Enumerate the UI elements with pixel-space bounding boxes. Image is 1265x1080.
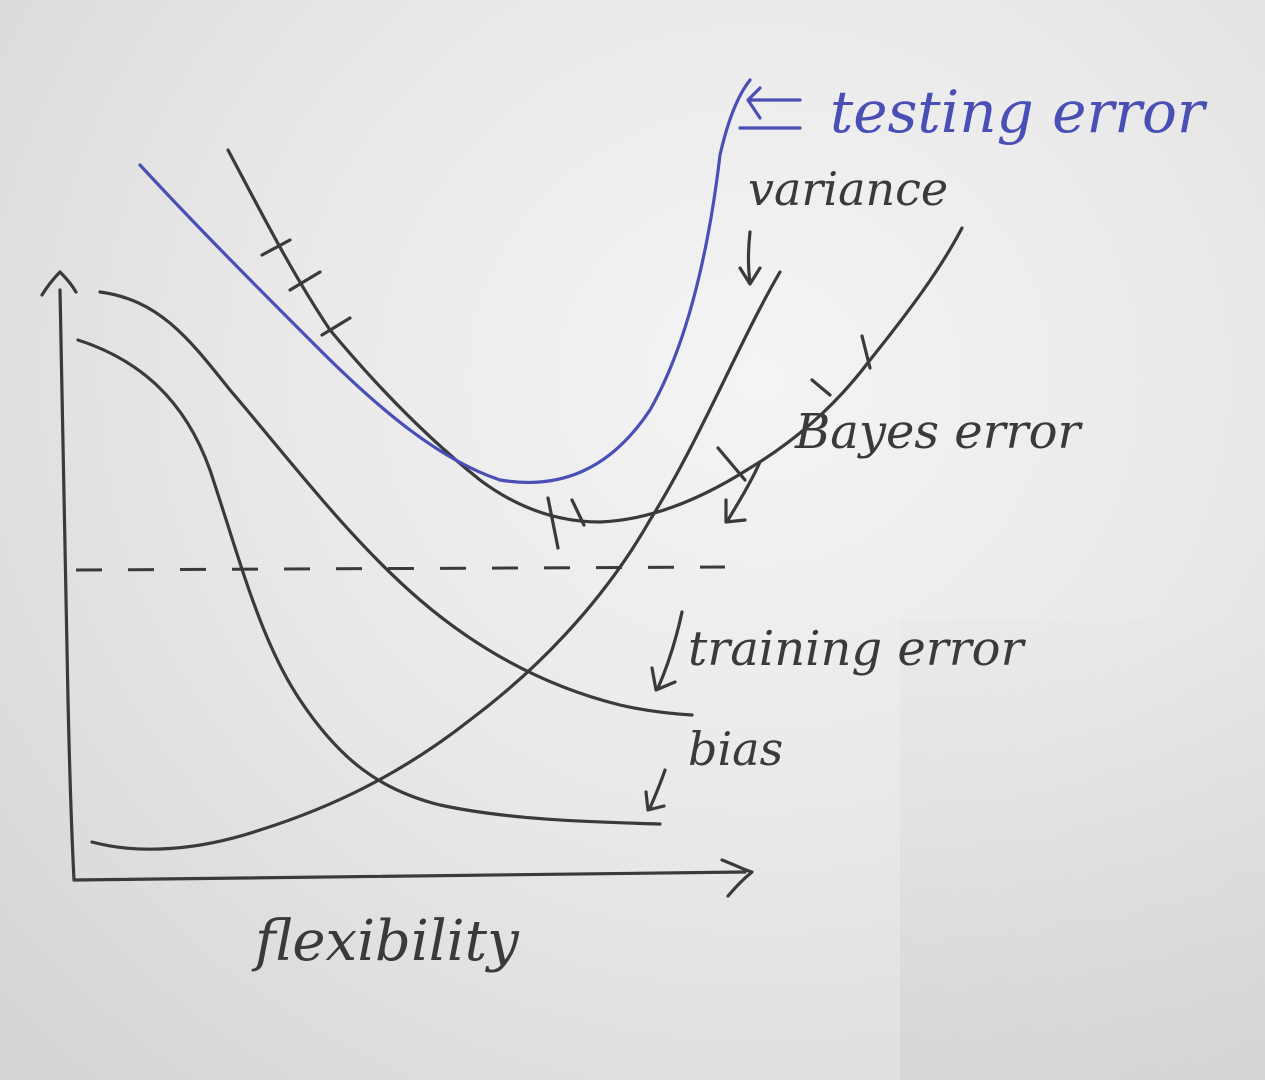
x-axis <box>74 872 745 880</box>
label-bias: bias <box>688 722 783 776</box>
y-axis <box>60 290 74 880</box>
bayes-error-line <box>76 567 725 570</box>
axes <box>42 272 752 896</box>
label-bayes-error: Bayes error <box>794 404 1084 460</box>
training-error-curve <box>78 340 660 824</box>
label-x-axis: flexibility <box>251 909 520 974</box>
testing-error-curve <box>140 80 750 482</box>
training-pointer-icon <box>652 612 682 690</box>
variance-curve <box>92 272 780 849</box>
variance-pointer-icon <box>740 232 760 284</box>
bias-pointer-icon <box>646 770 665 810</box>
x-axis-arrowhead <box>722 860 752 896</box>
label-testing-error: testing error <box>830 78 1208 146</box>
bias-curve <box>100 292 692 715</box>
label-variance: variance <box>748 162 948 216</box>
label-training-error: training error <box>688 621 1027 677</box>
testing-pointer-icon <box>740 88 800 128</box>
total-error-tick-marks <box>262 240 870 548</box>
